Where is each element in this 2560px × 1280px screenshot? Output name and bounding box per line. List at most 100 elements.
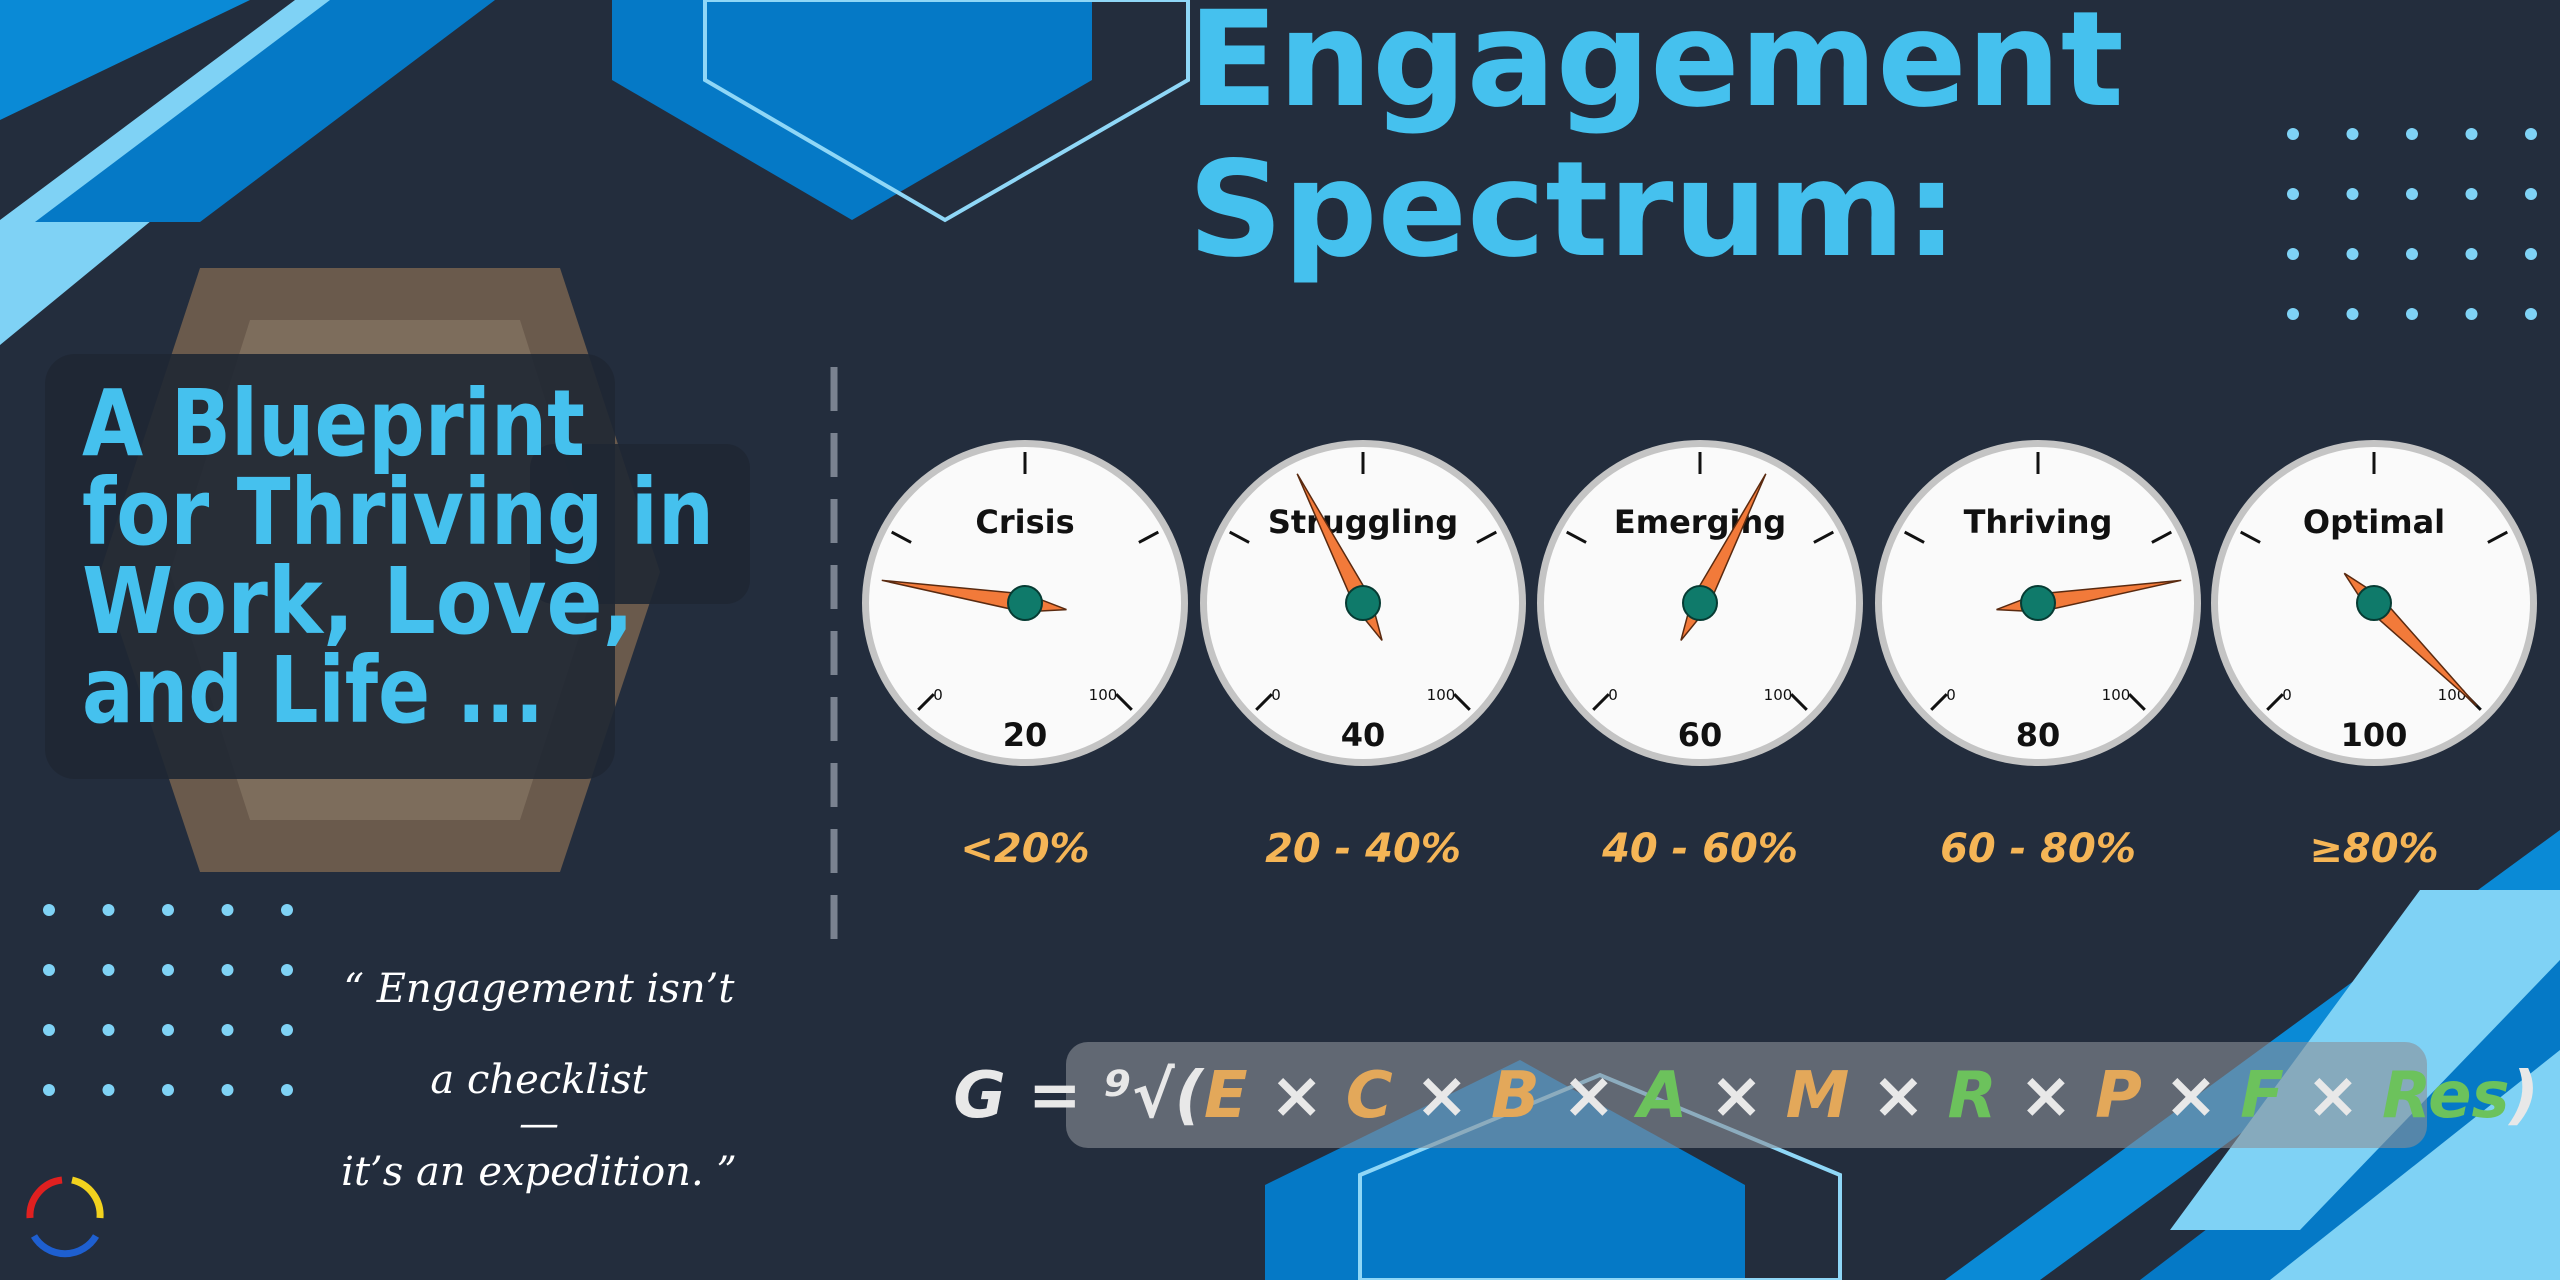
formula-token: C xyxy=(1346,1059,1393,1133)
dot xyxy=(281,1084,293,1096)
dot xyxy=(281,1024,293,1036)
gauge: Struggling 0 100 40 xyxy=(1200,440,1526,766)
quote-line: “ Engagement isn’t xyxy=(344,966,736,1012)
formula-token: × xyxy=(1997,1059,2095,1133)
quote-line: — xyxy=(519,1101,559,1147)
dot xyxy=(2465,308,2478,320)
gauge-hub xyxy=(1682,585,1718,621)
text-panel xyxy=(45,354,615,779)
stripe xyxy=(0,0,250,120)
dot xyxy=(2406,308,2418,320)
gauge-tick xyxy=(1115,693,1133,711)
dot xyxy=(102,904,115,916)
dot xyxy=(2346,248,2359,260)
dot xyxy=(102,964,115,976)
dot xyxy=(43,904,55,916)
gauge-min: 0 xyxy=(933,686,943,704)
logo-arc xyxy=(26,1176,63,1219)
formula-token: ) xyxy=(2508,1059,2539,1133)
dot xyxy=(2525,128,2537,140)
gauge-label: Optimal xyxy=(2303,503,2445,541)
formula-token: × xyxy=(1393,1059,1491,1133)
gauge-tick xyxy=(1903,530,1925,544)
gauge-tick xyxy=(1592,693,1610,711)
quote-line: a checklist xyxy=(430,1057,648,1103)
dot xyxy=(2346,128,2359,140)
dot xyxy=(102,1024,115,1036)
gauge-tick xyxy=(1930,693,1948,711)
gauge-max: 100 xyxy=(2102,686,2131,704)
dot xyxy=(2287,248,2299,260)
dot xyxy=(2525,188,2537,200)
gauge-tick xyxy=(2128,693,2146,711)
dot xyxy=(2525,248,2537,260)
logo xyxy=(26,1176,104,1258)
gauge-tick xyxy=(890,530,912,544)
dot xyxy=(2465,188,2478,200)
gauge-label: Thriving xyxy=(1964,503,2113,541)
logo-arc xyxy=(30,1234,100,1258)
gauge-value: 60 xyxy=(1678,716,1723,754)
formula-token: M xyxy=(1786,1059,1850,1133)
dot xyxy=(2406,188,2418,200)
range-label: 20 - 40% xyxy=(1265,826,1461,872)
dot xyxy=(281,904,293,916)
dot xyxy=(2287,128,2299,140)
gauge-tick xyxy=(2151,530,2173,544)
dot xyxy=(162,1084,174,1096)
gauge-max: 100 xyxy=(1764,686,1793,704)
title-line: Spectrum: xyxy=(1188,133,1958,287)
dot xyxy=(162,964,174,976)
gauge-tick xyxy=(1453,693,1471,711)
formula-token: G = ⁹√( xyxy=(953,1059,1204,1133)
formula-token: R xyxy=(1948,1059,1997,1133)
text-panel xyxy=(530,444,750,604)
dot xyxy=(43,964,55,976)
dot xyxy=(162,904,174,916)
gauge-label: Crisis xyxy=(975,503,1074,541)
stripe xyxy=(35,0,495,222)
range-label: 60 - 80% xyxy=(1940,826,2136,872)
gauge-max: 100 xyxy=(1089,686,1118,704)
dot xyxy=(2287,188,2299,200)
formula-token: F xyxy=(2240,1059,2284,1133)
subtitle-line: and Life ... xyxy=(82,637,544,744)
gauge-tick xyxy=(2266,693,2284,711)
dot xyxy=(2346,308,2359,320)
dot xyxy=(221,1024,234,1036)
gauge-tick xyxy=(1813,530,1835,544)
subtitle-line: A Blueprint xyxy=(82,370,585,477)
logo-arc xyxy=(71,1176,104,1219)
dot xyxy=(281,964,293,976)
gauge-hub xyxy=(2356,585,2392,621)
dot xyxy=(221,904,234,916)
dot xyxy=(221,964,234,976)
dot xyxy=(2406,248,2418,260)
dot xyxy=(102,1084,115,1096)
gauge-min: 0 xyxy=(1271,686,1281,704)
formula-box xyxy=(1066,1042,2427,1148)
gauge-tick xyxy=(917,693,935,711)
dot xyxy=(43,1084,55,1096)
formula-token: × xyxy=(1687,1059,1785,1133)
dot xyxy=(2287,308,2299,320)
gauge-tick xyxy=(1790,693,1808,711)
gauge-max: 100 xyxy=(1427,686,1456,704)
formula-token: × xyxy=(2142,1059,2240,1133)
gauge-tick xyxy=(1476,530,1498,544)
formula-token: × xyxy=(1248,1059,1346,1133)
gauge-label: Emerging xyxy=(1614,503,1786,541)
gauge: Crisis 0 100 20 xyxy=(862,440,1188,766)
dot xyxy=(2346,188,2359,200)
range-label: ≥80% xyxy=(2309,826,2438,872)
formula-token: × xyxy=(2284,1059,2382,1133)
dot xyxy=(2525,308,2537,320)
formula-token: × xyxy=(1849,1059,1947,1133)
gauge: Emerging 0 100 60 xyxy=(1537,440,1863,766)
formula: G = ⁹√(E × C × B × A × M × R × P × F × R… xyxy=(953,1059,2539,1133)
range-label: <20% xyxy=(960,826,1089,872)
gauge: Thriving 0 100 80 xyxy=(1875,440,2201,766)
